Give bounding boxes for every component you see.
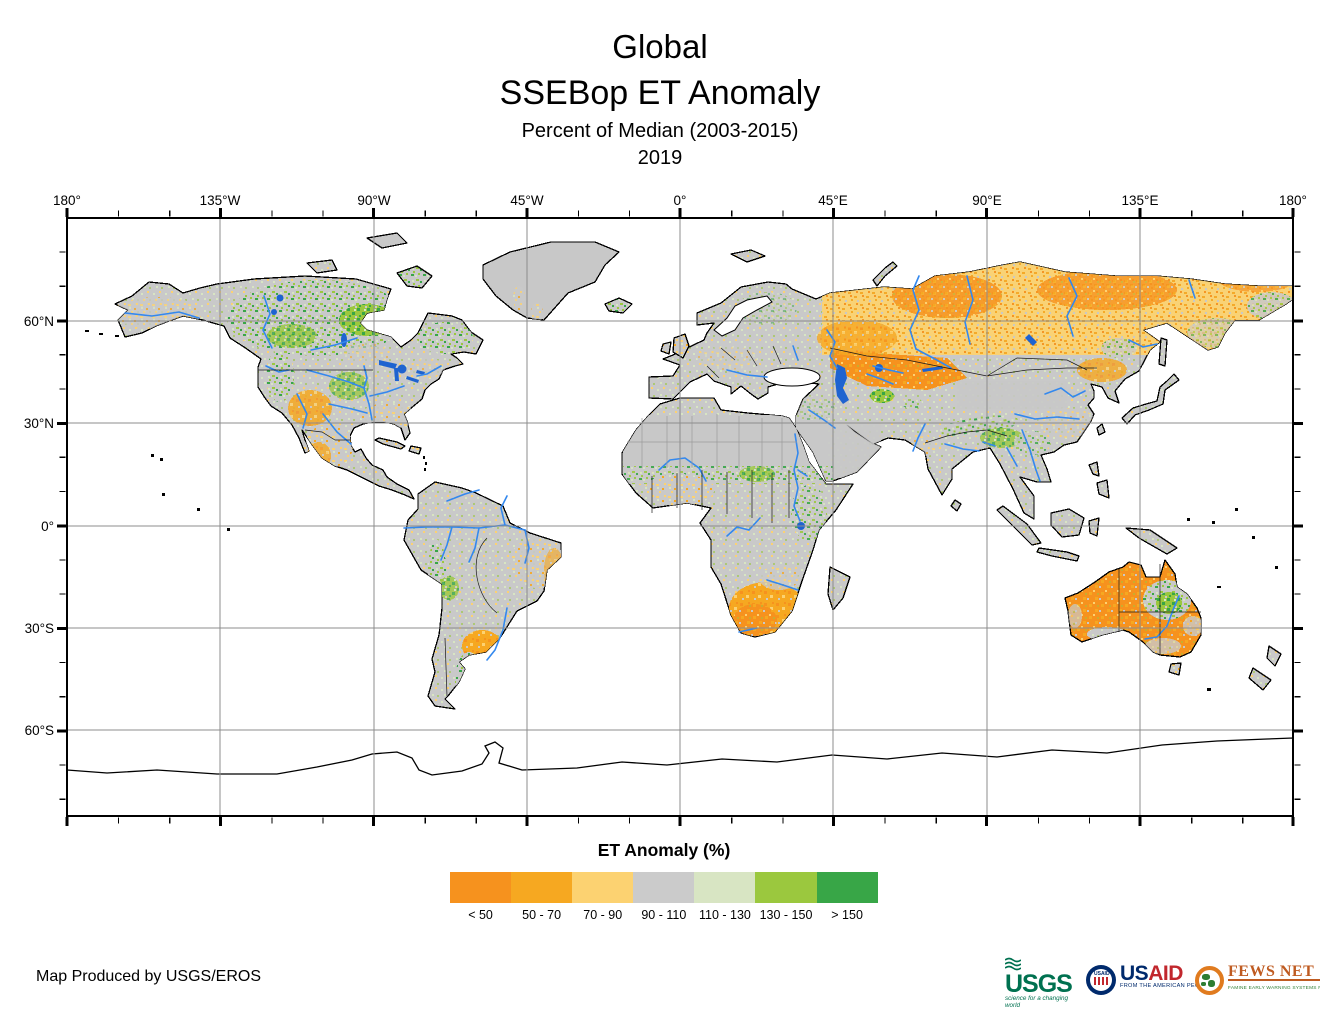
latitude-labels: 60°N 30°N 0° 30°S 60°S: [24, 314, 54, 738]
novaya-zemlya: [872, 261, 898, 287]
usaid-tagline: FROM THE AMERICAN PEOPLE: [1120, 983, 1212, 989]
legend-class-label: < 50: [468, 908, 493, 922]
map-title-product: SSEBop ET Anomaly: [499, 74, 821, 112]
ireland: [660, 341, 672, 355]
usaid-logo: USAID USAID FROM THE AMERICAN PEOPLE: [1086, 963, 1211, 995]
great-britain: [672, 333, 690, 359]
lon-label: 180°: [53, 193, 81, 208]
country-borders: [258, 345, 1201, 697]
legend-class-label: 50 - 70: [522, 908, 562, 922]
baffin-island: [396, 265, 433, 289]
legend-labels: < 50 50 - 70 70 - 90 90 - 110 110 - 130 …: [450, 908, 878, 922]
legend-swatch: [633, 872, 695, 903]
fewsnet-wordmark: FEWS NET: [1228, 964, 1320, 981]
legend-class-label: 130 - 150: [759, 908, 813, 922]
legend-class-label: 110 - 130: [698, 908, 751, 922]
legend-class-label: > 150: [831, 908, 863, 922]
new-zealand: [1266, 645, 1282, 667]
lat-label: 60°S: [25, 723, 54, 738]
south-america: [403, 481, 562, 710]
legend-swatch: [816, 872, 878, 903]
legend-swatch: [450, 872, 512, 903]
lakes: [271, 294, 1037, 530]
victoria-island: [306, 259, 338, 274]
map-credit: Map Produced by USGS/EROS: [36, 968, 261, 985]
fewsnet-logo: FEWS NET FAMINE EARLY WARNING SYSTEMS NE…: [1195, 964, 1320, 995]
map-title-region: Global: [612, 28, 708, 65]
legend-title: ET Anomaly (%): [597, 840, 731, 860]
lat-label: 60°N: [24, 314, 54, 329]
lon-label: 180°: [1279, 193, 1307, 208]
sakhalin: [1158, 337, 1168, 367]
borneo: [1050, 508, 1085, 538]
graticule: [67, 218, 1293, 816]
greenland: [482, 241, 620, 321]
tasmania: [1168, 662, 1182, 676]
sri-lanka: [950, 499, 962, 512]
philippines: [1088, 461, 1110, 499]
lat-label: 0°: [41, 519, 54, 534]
legend-class-label: 70 - 90: [583, 908, 623, 922]
lake-balkhash: [922, 366, 943, 372]
longitude-labels: 180° 135°W 90°W 45°W 0° 45°E 90°E 135°E …: [53, 193, 1307, 208]
lon-label: 135°E: [1122, 193, 1159, 208]
lake-superior: [379, 360, 397, 369]
great-bear-lake: [276, 294, 284, 302]
map-year: 2019: [637, 147, 683, 169]
lon-label: 45°W: [510, 193, 543, 208]
caspian-sea: [835, 364, 849, 404]
legend: ET Anomaly (%) < 50 50 - 70 70 - 90 90 -…: [450, 840, 878, 922]
usgs-wordmark: USGS: [1004, 951, 1077, 997]
usaid-wordmark: USAID: [1120, 962, 1183, 985]
lake-ontario: [416, 370, 425, 375]
usgs-logo: USGS science for a changing world: [1004, 951, 1077, 1009]
anomaly-overlays: [115, 260, 1293, 709]
map-frame: [57, 208, 1303, 826]
small-islands: [85, 330, 1278, 691]
fewsnet-tagline: FAMINE EARLY WARNING SYSTEMS NETWORK: [1228, 986, 1320, 991]
legend-swatch: [572, 872, 634, 903]
sulawesi: [1088, 517, 1100, 537]
inland-seas: [713, 295, 821, 387]
madagascar: [827, 566, 851, 611]
desert-borders: [627, 414, 797, 470]
lon-label: 135°W: [200, 193, 241, 208]
legend-colorbar: [450, 872, 878, 903]
lat-label: 30°N: [24, 416, 54, 431]
fewsnet-globe-icon: [1195, 965, 1224, 995]
cuba: [374, 437, 406, 450]
lon-label: 45°E: [818, 193, 847, 208]
map-subtitle: Percent of Median (2003-2015): [521, 120, 799, 142]
legend-swatch: [511, 872, 573, 903]
lat-label: 30°S: [25, 621, 54, 636]
lake-michigan: [394, 368, 399, 381]
lake-huron: [397, 364, 407, 374]
legend-swatch: [694, 872, 756, 903]
lon-label: 0°: [674, 193, 687, 208]
japan: [1121, 373, 1180, 425]
great-slave-lake: [271, 309, 277, 315]
hispaniola: [408, 445, 422, 455]
ellesmere-island: [366, 232, 408, 249]
new-zealand-south: [1248, 667, 1272, 691]
usaid-seal-icon: USAID: [1086, 965, 1116, 995]
legend-class-label: 90 - 110: [641, 908, 687, 922]
svalbard: [730, 249, 766, 263]
iceland: [604, 297, 633, 314]
usgs-wave-icon: [1004, 957, 1022, 971]
lake-erie: [406, 376, 419, 383]
lake-winnipeg: [341, 333, 347, 347]
new-guinea: [1125, 527, 1178, 555]
lon-label: 90°E: [972, 193, 1001, 208]
legend-swatch: [755, 872, 817, 903]
taiwan: [1096, 423, 1106, 436]
lon-label: 90°W: [357, 193, 390, 208]
java: [1036, 547, 1080, 562]
logo-bar: USGS science for a changing world USAID …: [1004, 955, 1320, 1009]
lake-baikal: [1025, 334, 1037, 346]
usgs-tagline: science for a changing world: [1005, 995, 1069, 1009]
